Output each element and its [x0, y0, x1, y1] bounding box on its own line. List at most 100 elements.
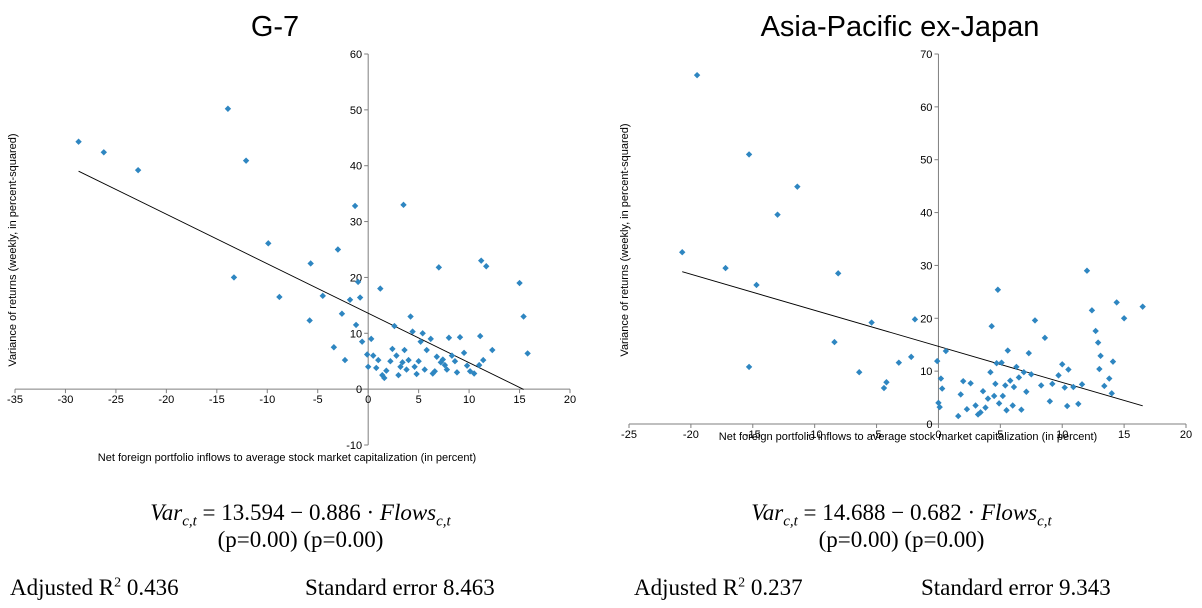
data-point: [999, 392, 1007, 400]
y-tick-label: 50: [350, 105, 362, 117]
x-tick-label: -10: [259, 394, 275, 406]
data-point: [834, 270, 842, 277]
data-point: [351, 202, 359, 210]
data-point: [1010, 383, 1018, 391]
chart-title: Asia-Pacific ex-Japan: [761, 11, 1040, 43]
data-point: [401, 346, 408, 354]
y-tick-label: 30: [350, 217, 362, 229]
data-point: [354, 278, 362, 286]
x-tick-label: 15: [513, 394, 525, 406]
chart-panel-asia-pacific: Asia-Pacific ex-Japan -25 -20 -15 -10 -5 0 5 10 1…: [601, 0, 1202, 608]
data-point: [352, 321, 360, 329]
data-point: [934, 357, 941, 365]
data-point: [963, 406, 971, 413]
x-tick-label: -20: [158, 394, 174, 406]
x-axis-label: Net foreign portfolio inflows to average…: [98, 452, 476, 464]
data-point: [431, 368, 438, 375]
data-point: [1065, 366, 1072, 373]
data-point: [993, 360, 1000, 367]
data-point: [330, 344, 338, 351]
data-point: [990, 392, 998, 400]
data-point: [415, 358, 422, 365]
data-point: [391, 322, 398, 330]
x-tick-label: -5: [872, 429, 882, 441]
data-point: [516, 279, 523, 287]
data-point: [679, 249, 686, 256]
x-tick-label: -15: [745, 429, 761, 441]
chart-title: G-7: [251, 11, 299, 43]
data-point: [794, 183, 801, 190]
regression-equation: Varc,t = 14.688 − 0.682 · Flowsc,t: [751, 500, 1052, 530]
data-point: [433, 353, 440, 360]
data-point: [441, 361, 449, 369]
data-point: [409, 328, 416, 335]
data-point: [381, 374, 388, 382]
y-tick-label: 50: [920, 155, 932, 167]
data-point: [745, 363, 753, 371]
x-tick-label: 5: [997, 429, 1003, 441]
standard-error: Standard error 9.343: [921, 575, 1111, 600]
data-point: [1108, 390, 1115, 397]
data-point: [992, 380, 999, 388]
data-point: [456, 333, 464, 341]
data-point: [967, 380, 974, 387]
data-point: [413, 370, 420, 378]
data-point: [423, 346, 430, 354]
data-point: [375, 356, 382, 364]
data-point: [1106, 375, 1113, 382]
data-point: [400, 201, 407, 209]
y-tick-label: 10: [350, 328, 362, 340]
x-tick-label: 20: [1180, 429, 1192, 441]
x-tick-label: 15: [1118, 429, 1130, 441]
x-tick-label: 20: [564, 394, 576, 406]
data-point: [341, 356, 349, 364]
data-point: [1046, 398, 1054, 405]
data-point: [475, 361, 483, 369]
y-tick-label: 30: [920, 260, 932, 272]
data-point: [984, 395, 992, 402]
data-point: [439, 356, 447, 363]
data-point: [443, 366, 451, 373]
data-point: [979, 388, 987, 395]
x-tick-label: -10: [807, 429, 823, 441]
data-point: [338, 310, 346, 317]
data-point: [960, 377, 967, 385]
y-tick-label: 40: [350, 161, 362, 173]
data-point: [364, 363, 372, 370]
x-tick-label: 5: [416, 394, 422, 406]
x-tick-label: 10: [463, 394, 475, 406]
data-point: [405, 356, 412, 364]
data-point: [753, 281, 760, 289]
data-point: [435, 264, 443, 271]
x-tick-label: 10: [1056, 429, 1068, 441]
data-point: [1096, 365, 1103, 373]
data-point: [389, 345, 396, 353]
data-point: [489, 346, 496, 354]
x-tick-label: -25: [108, 394, 124, 406]
data-point: [356, 294, 364, 301]
data-point: [1078, 381, 1086, 388]
data-point: [1041, 334, 1049, 342]
p-values: (p=0.00) (p=0.00): [217, 527, 384, 552]
data-point: [883, 379, 890, 386]
data-point: [1018, 406, 1025, 413]
data-point: [419, 330, 426, 337]
data-point: [982, 404, 989, 411]
data-point: [868, 319, 875, 326]
data-point: [1113, 299, 1120, 306]
y-tick-label: 10: [920, 366, 932, 378]
adjusted-r2: Adjusted R2 0.237: [634, 575, 803, 600]
data-point: [911, 316, 919, 323]
x-tick-label: -20: [683, 429, 699, 441]
data-point: [75, 138, 82, 145]
data-point: [242, 157, 250, 164]
data-point: [476, 332, 484, 340]
data-point: [463, 362, 471, 369]
data-point: [880, 384, 888, 392]
data-point: [1055, 372, 1062, 379]
data-point: [387, 358, 394, 365]
trend-line: [682, 271, 1143, 407]
data-point: [319, 292, 326, 300]
trend-line: [78, 170, 524, 390]
data-point: [383, 367, 390, 374]
